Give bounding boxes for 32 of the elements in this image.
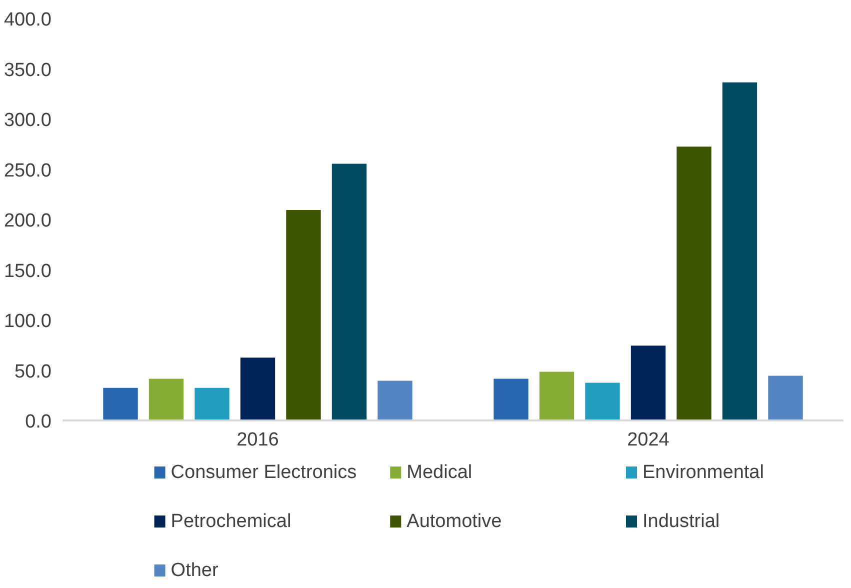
bar [102,386,139,420]
bar [676,146,712,420]
bar [492,378,530,420]
y-tick-label: 350.0 [4,60,52,81]
bar [239,356,276,420]
bar [285,208,322,420]
legend-label: Consumer Electronics [170,462,357,483]
y-tick-label: 0.0 [25,412,52,432]
legend-label: Medical [406,462,472,483]
bar [194,386,230,420]
y-tick-label: 150.0 [4,260,52,282]
y-tick-label: 200.0 [4,210,52,232]
bar [330,162,368,420]
y-tick-label: 300.0 [4,110,52,131]
bar [584,382,621,420]
y-tick-label: 50.0 [14,361,52,382]
bar [767,374,804,420]
legend-label: Automotive [406,511,502,532]
x-tick-label: 2016 [236,430,279,450]
bar [148,378,185,420]
x-tick-label: 2024 [627,430,670,450]
legend-label: Other [170,560,219,581]
legend-label: Industrial [642,511,720,532]
legend-label: Petrochemical [170,511,292,532]
y-tick-label: 100.0 [4,311,52,332]
y-tick-label: 400.0 [4,10,52,30]
y-tick-label: 250.0 [4,160,52,182]
bar [630,344,667,420]
bar [721,81,758,420]
bar [376,380,414,420]
legend-label: Environmental [642,462,764,483]
bar [538,370,576,420]
